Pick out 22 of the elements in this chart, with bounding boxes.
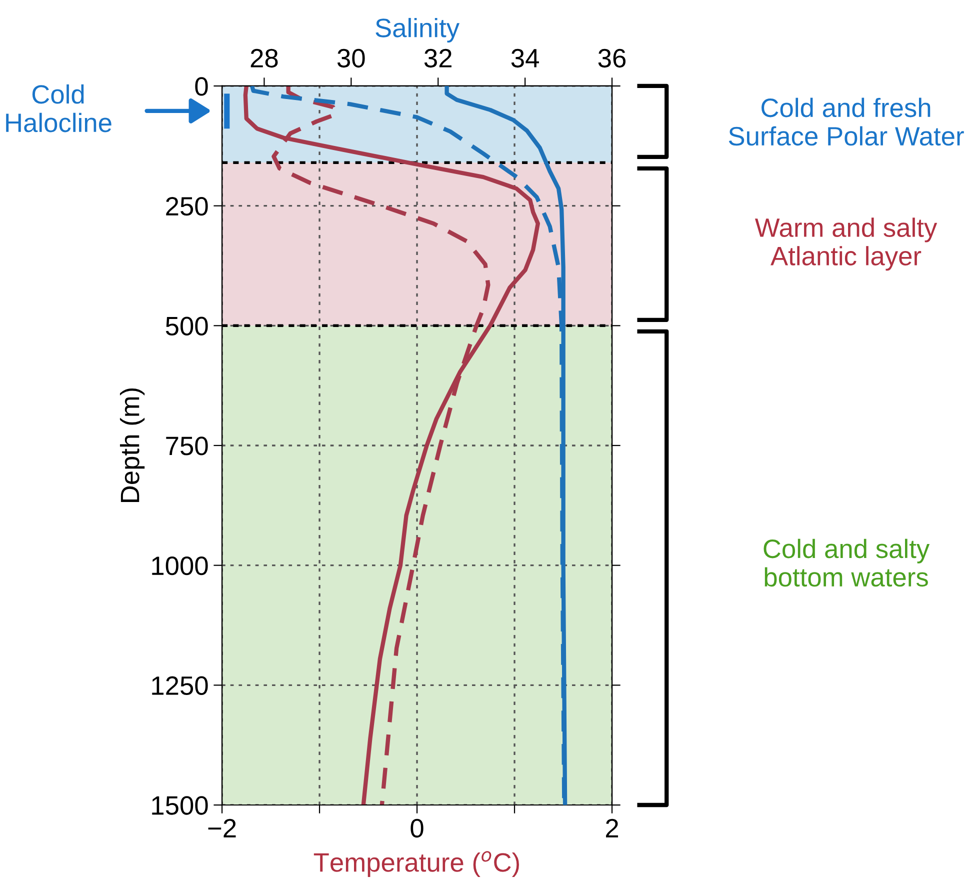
- x-tick-label: 2: [606, 818, 618, 838]
- x2-tick-label: 32: [424, 48, 452, 68]
- y-tick-label: 1500: [152, 796, 208, 815]
- y-tick-label: 750: [166, 436, 208, 456]
- text: Cold Halocline: [6, 84, 112, 132]
- text: Cold and salty bottom waters: [764, 538, 930, 587]
- y-tick-label: 1250: [152, 676, 208, 695]
- x2-tick-label: 36: [598, 48, 626, 68]
- y-tick-label: 1000: [152, 556, 208, 576]
- y-axis-title: Depth (m): [120, 388, 145, 502]
- x2-tick-label: 28: [250, 48, 278, 68]
- text: Cold and fresh Surface Polar Water: [728, 98, 964, 146]
- x2-axis-title: Salinity: [376, 18, 460, 43]
- text: Warm and salty Atlantic layer: [754, 218, 938, 271]
- x-tick-label: −2: [208, 818, 236, 838]
- x-axis-title: Temperature ($^{o}$C): [314, 851, 519, 878]
- x-tick-label: 0: [410, 818, 424, 838]
- x2-tick-label: 34: [511, 48, 539, 68]
- y-tick-label: 250: [166, 196, 208, 216]
- x2-tick-label: 30: [337, 48, 365, 68]
- y-tick-label: 0: [195, 77, 208, 96]
- y-tick-label: 500: [166, 316, 208, 336]
